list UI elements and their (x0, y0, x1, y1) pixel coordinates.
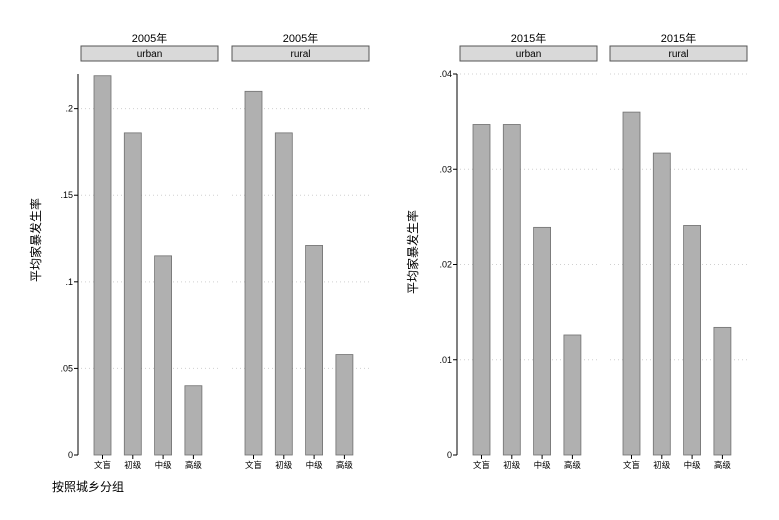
x-tick-label: 高级 (564, 460, 582, 470)
x-tick-label: 高级 (185, 460, 203, 470)
x-tick-label: 初级 (503, 460, 521, 470)
x-tick-label: 高级 (714, 460, 732, 470)
y-tick-label: 0 (447, 450, 452, 460)
x-tick-label: 初级 (275, 460, 293, 470)
bar (563, 334, 582, 456)
x-tick-label: 初级 (124, 460, 142, 470)
bar (123, 132, 142, 456)
y-tick-label: .1 (65, 277, 73, 287)
bar (502, 124, 521, 456)
x-tick-label: 文盲 (245, 460, 262, 470)
bar (184, 385, 203, 456)
bar (154, 255, 173, 456)
bar (713, 326, 732, 456)
x-tick-label: 文盲 (623, 460, 640, 470)
panel-strip (80, 45, 219, 62)
bar (683, 225, 701, 456)
y-tick-label: .04 (439, 69, 452, 79)
bar (533, 226, 551, 456)
bar (274, 132, 293, 456)
x-tick-label: 文盲 (94, 460, 111, 470)
bar (335, 354, 354, 456)
panel-year-label: 2005年 (132, 31, 167, 45)
y-tick-label: 0 (68, 450, 73, 460)
bar (305, 245, 324, 456)
panel-strip (609, 45, 748, 62)
y-tick-label: .15 (60, 190, 73, 200)
x-tick-label: 中级 (684, 460, 702, 470)
y-tick-label: .2 (65, 104, 73, 114)
y-axis-title: 平均家暴发生率 (28, 198, 43, 282)
bar (652, 152, 671, 456)
x-tick-label: 高级 (336, 460, 354, 470)
panel-year-label: 2015年 (661, 31, 696, 45)
x-tick-label: 文盲 (473, 460, 490, 470)
panel-strip-label: rural (290, 49, 310, 60)
bar (622, 111, 641, 456)
x-tick-label: 中级 (534, 460, 552, 470)
bar (244, 90, 263, 456)
x-tick-label: 中级 (155, 460, 173, 470)
bar (93, 75, 112, 456)
y-axis-title: 平均家暴发生率 (405, 210, 420, 294)
x-tick-label: 中级 (306, 460, 324, 470)
panel-year-label: 2015年 (511, 31, 546, 45)
panel-strip-label: urban (516, 49, 542, 60)
panel-strip-label: urban (137, 49, 163, 60)
panel-strip-label: rural (668, 49, 688, 60)
panel-strip (459, 45, 598, 62)
x-tick-label: 初级 (653, 460, 671, 470)
panel-strip (231, 45, 370, 62)
bar (472, 124, 491, 456)
y-tick-label: .01 (439, 355, 452, 365)
y-tick-label: .03 (439, 164, 452, 174)
x-axis-title: 按照城乡分组 (52, 480, 124, 494)
panel-year-label: 2005年 (283, 31, 318, 45)
y-tick-label: .05 (60, 363, 73, 373)
y-tick-label: .02 (439, 260, 452, 270)
